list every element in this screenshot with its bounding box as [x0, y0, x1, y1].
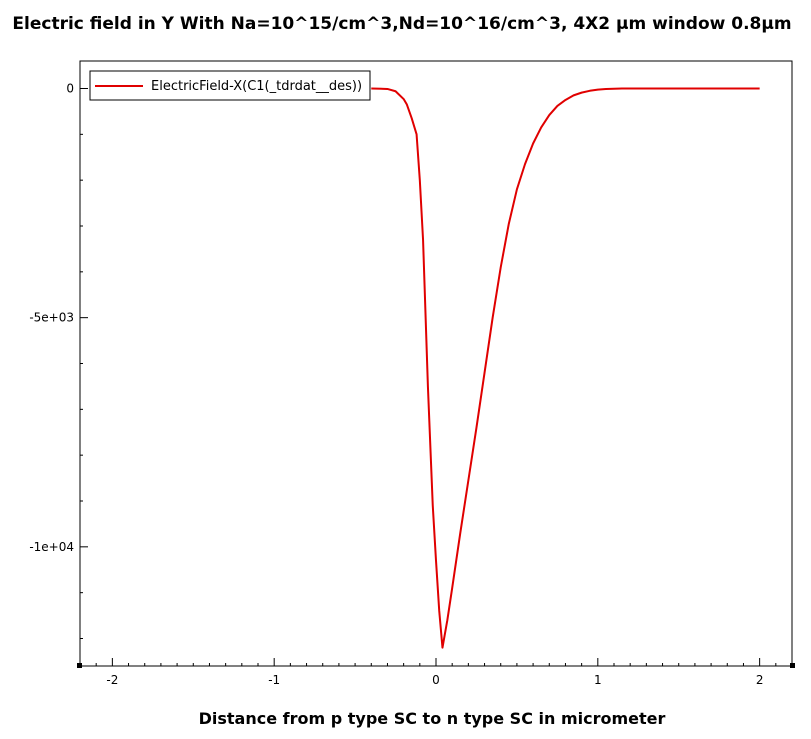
x-tick-label: 2 — [756, 673, 764, 687]
x-tick-label: 0 — [432, 673, 440, 687]
legend: ElectricField-X(C1(_tdrdat__des)) — [89, 70, 371, 101]
x-tick-label: -1 — [268, 673, 280, 687]
x-tick-label: -2 — [106, 673, 118, 687]
x-axis-ticks: -2 -1 0 1 2 — [79, 658, 793, 687]
y-tick-label: -5e+03 — [29, 311, 74, 325]
x-axis-label: Distance from p type SC to n type SC in … — [199, 709, 666, 728]
y-tick-label: -1e+04 — [29, 540, 74, 554]
chart-title: Electric field in Y With Na=10^15/cm^3,N… — [12, 14, 791, 34]
series-layer — [371, 87, 760, 649]
plot-frame — [77, 60, 795, 668]
legend-label: ElectricField-X(C1(_tdrdat__des)) — [151, 79, 362, 94]
x-tick-label: 1 — [594, 673, 602, 687]
y-tick-label: 0 — [66, 82, 74, 96]
series-line-electric-field — [371, 87, 760, 649]
y-axis-ticks: 0 -5e+03 -1e+04 — [29, 82, 88, 639]
